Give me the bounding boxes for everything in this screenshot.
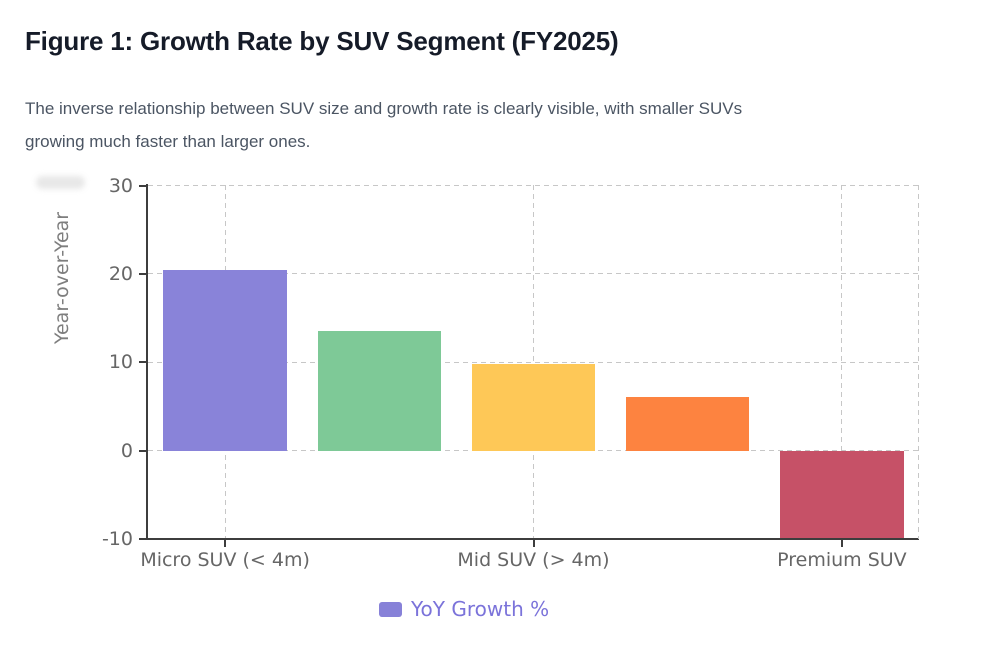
- y-tick-label-30: 30: [108, 174, 133, 197]
- bar-3: [626, 396, 750, 451]
- bar-2: [471, 364, 596, 451]
- y-tick-mark-10: [139, 361, 146, 364]
- figure-subtitle: The inverse relationship between SUV siz…: [25, 92, 742, 158]
- figure-title: Figure 1: Growth Rate by SUV Segment (FY…: [25, 26, 619, 56]
- y-tick-label-10: 10: [108, 351, 133, 374]
- legend: YoY Growth %: [379, 597, 549, 621]
- bar-4: [780, 450, 904, 539]
- x-tick-label-0: Micro SUV (< 4m): [140, 549, 310, 571]
- x-tick-mark-4: [840, 540, 843, 547]
- gridline-x-4: [841, 185, 843, 539]
- figure-subtitle-line1: The inverse relationship between SUV siz…: [25, 99, 743, 118]
- legend-swatch: [379, 601, 402, 617]
- plot-right-edge: [918, 185, 919, 539]
- bar-0: [163, 270, 287, 451]
- y-tick-mark-0: [139, 449, 146, 452]
- y-tick-mark-30: [139, 184, 146, 187]
- y-tick-mark--10: [139, 538, 146, 540]
- y-tick-label-0: 0: [120, 439, 133, 462]
- figure-subtitle-line2: growing much faster than larger ones.: [25, 132, 311, 151]
- x-tick-label-2: Mid SUV (> 4m): [457, 549, 610, 571]
- blurred-text-artifact: [36, 176, 85, 189]
- y-tick-label-20: 20: [108, 262, 133, 285]
- x-tick-mark-0: [224, 540, 227, 547]
- y-axis-spine: [146, 184, 148, 540]
- y-tick-label--10: -10: [101, 528, 133, 550]
- gridline-x-2: [533, 185, 534, 539]
- x-tick-mark-2: [532, 540, 535, 547]
- bar-1: [317, 331, 441, 451]
- y-axis-label: Year-over-Year: [51, 211, 73, 345]
- x-tick-label-4: Premium SUV: [777, 549, 907, 571]
- x-axis-spine: [146, 538, 919, 540]
- legend-label: YoY Growth %: [411, 597, 550, 621]
- y-tick-mark-20: [139, 272, 146, 275]
